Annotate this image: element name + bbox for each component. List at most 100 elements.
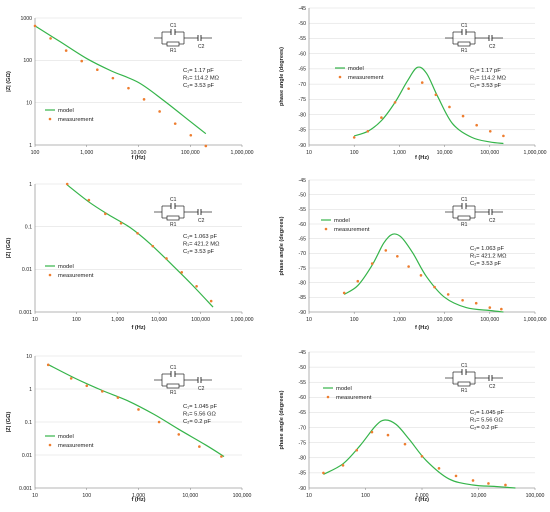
legend: model measurement [45,264,94,279]
x-tick-label: 10,000 [437,317,453,323]
y-tick-label: -55 [299,36,307,42]
legend: model measurement [45,434,94,449]
y-axis-label: phase angle (degrees) [279,390,285,449]
x-tick-label: 10 [306,493,312,499]
circuit-label-c2: C2 [489,384,496,390]
measurement-point [64,49,68,52]
measurement-point [119,221,123,225]
measurement-point [46,363,50,367]
equivalent-circuit-r2-phase: C1 R1 C2 [445,363,503,394]
measurement-point [380,116,383,119]
parameter-value: C₁= 1.17 pF [470,68,501,74]
measurement-point [195,285,198,288]
y-axis-label: |Z| (GΩ) [6,71,12,92]
y-tick-label: 0.01 [22,267,32,273]
y-tick-label: -65 [299,67,307,73]
measurement-point [420,454,424,458]
parameter-value: C₁= 1.045 pF [183,404,217,410]
legend-measurement-label: measurement [348,75,384,81]
measurement-point [355,448,359,452]
y-tick-label: -85 [299,128,307,134]
x-tick-label: 10,000 [131,150,147,156]
y-tick-label: 0.001 [19,486,32,492]
measurement-point [165,257,168,260]
x-tick-label: 1,000 [111,317,124,323]
y-tick-label: 10 [26,100,32,106]
measurement-point [220,455,223,458]
measurement-point [352,136,356,139]
x-axis-label: f (Hz) [415,325,429,331]
measurement-point [198,445,201,448]
measurement-point [189,133,193,137]
model-series-line [354,66,504,145]
measurement-point [180,271,184,274]
y-axis-label: phase angle (degrees) [279,216,285,275]
resistor-r1 [457,215,471,221]
measurement-point [407,87,410,90]
y-tick-label: -50 [299,192,307,198]
y-tick-label: -90 [299,143,307,149]
x-tick-label: 100 [72,317,81,323]
y-axis-label: |Z| (GΩ) [6,412,12,433]
measurement-point [356,279,360,283]
y-tick-label: 100 [23,58,32,64]
measurement-point [96,68,99,72]
measurement-point [454,474,458,478]
x-tick-label: 1,000 [416,493,429,499]
measurement-point [33,24,37,28]
resistor-r1 [166,383,180,389]
x-tick-label: 1,000,000 [230,150,253,156]
circuit-label-r1: R1 [170,48,177,54]
y-tick-label: -75 [299,440,307,446]
measurement-point [403,442,407,446]
y-tick-label: -75 [299,97,307,103]
x-axis-label: f (Hz) [132,325,146,331]
measurement-point [419,274,423,277]
y-tick-label: -80 [299,456,307,462]
circuit-label-c2: C2 [198,218,205,224]
y-tick-label: -60 [299,222,307,228]
y-axis-label: phase angle (degrees) [279,47,285,106]
y-tick-label: -75 [299,266,307,272]
y-tick-label: 1 [29,143,32,149]
y-tick-label: -90 [299,486,307,492]
y-tick-label: -65 [299,236,307,242]
measurement-point [341,464,345,467]
parameter-value: R₁= 114.2 MΩ [183,76,220,82]
measurement-point [448,105,451,109]
resistor-r1 [166,41,180,47]
y-tick-label: -45 [299,350,307,356]
measurement-point [65,182,69,186]
legend-measurement-swatch [338,75,342,79]
y-tick-label: -45 [299,178,307,184]
legend-measurement-label: measurement [336,395,372,401]
legend-measurement-label: measurement [58,273,94,279]
model-series-line [323,419,516,489]
measurement-point [136,231,139,235]
resistor-r1 [457,41,471,47]
y-tick-label: 1 [29,182,32,188]
equivalent-circuit-r2-mag: C1 R1 C2 [154,365,212,396]
x-tick-label: 100,000 [480,317,499,323]
y-tick-label: -80 [299,280,307,286]
y-tick-label: -85 [299,295,307,301]
x-tick-label: 100 [31,150,40,156]
legend-measurement-swatch [324,227,328,231]
circuit-label-c1: C1 [461,363,468,369]
measurement-point [80,59,84,63]
circuit-label-c1: C1 [461,197,468,203]
parameter-value: C₁= 1.045 pF [470,410,504,416]
measurement-point [433,285,436,289]
measurement-point [396,254,399,258]
model-series-line [343,233,504,313]
measurement-point [437,467,441,470]
x-tick-label: 1,000,000 [230,317,253,323]
parameter-value: R₁= 421.2 MΩ [183,242,220,248]
legend-model-label: model [58,264,74,270]
circuit-label-r1: R1 [461,48,468,54]
